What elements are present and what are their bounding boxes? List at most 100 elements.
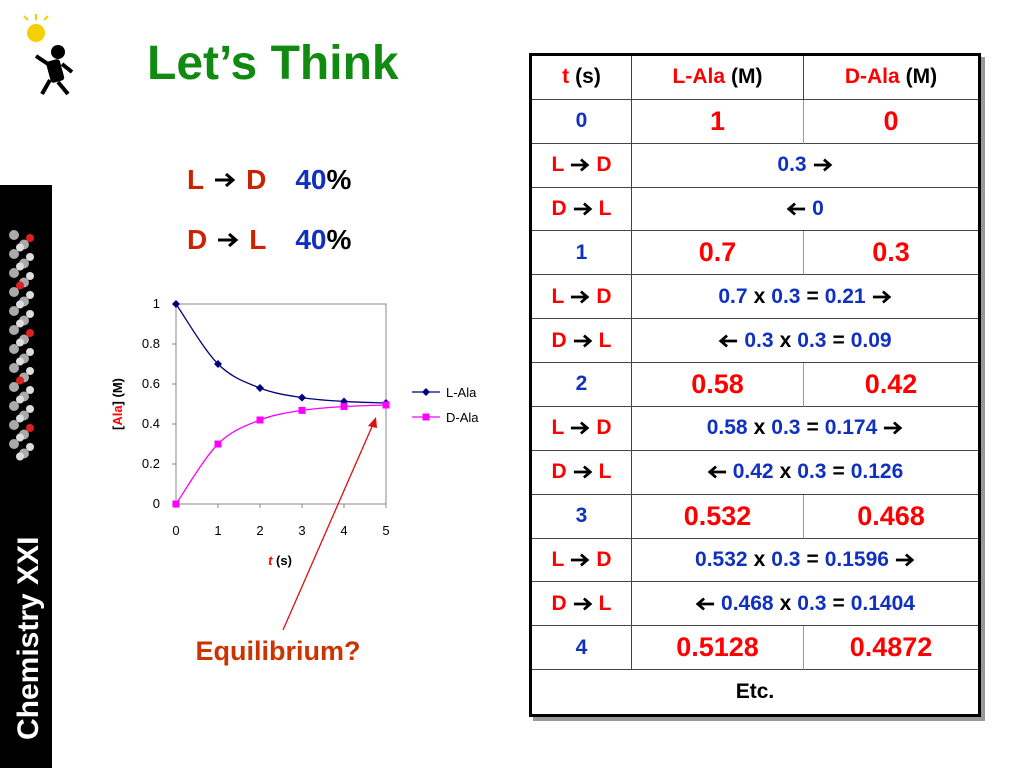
arrow-icon [215,172,236,188]
footer-cell: Etc. [532,670,978,714]
x-tick-label: 5 [382,523,389,538]
atom [16,262,24,271]
factor-a: 0.7 [718,284,748,308]
header-var: L-Ala [672,65,726,89]
arrow-icon [571,421,590,435]
from-label: L [551,547,565,571]
arrow-icon [884,421,903,435]
arrow-shape [573,334,593,348]
arrow-icon [571,158,590,172]
equals-sign: = [806,416,819,440]
time-value: 1 [575,240,588,264]
times-sign: x [779,591,792,615]
from-label: L [551,153,565,177]
y-tick-label: 0.6 [142,376,160,391]
factor-b: 0.3 [771,284,801,308]
arrow-shape [707,465,726,479]
y-tick-label: 1 [153,296,160,311]
arrow-icon [872,290,891,304]
result: 0.21 [824,284,866,308]
from-label: D [551,460,567,484]
header-unit: (M) [905,65,938,89]
marker [214,360,222,368]
header-cell: D-Ala (M) [804,56,978,100]
molecule-image [9,230,34,461]
to-label: L [598,591,612,615]
arrow-icon [895,553,915,567]
arrow-icon [571,553,590,567]
conversion-calc: 0.468 x 0.3 = 0.1404 [632,582,978,627]
factor-a: 0.42 [732,460,774,484]
equals-sign: = [806,547,819,571]
arrow-shape [571,553,590,567]
result: 0.174 [824,416,878,440]
to-label: D [596,284,612,308]
atom [16,395,24,404]
y-tick-label: 0 [153,496,160,511]
atom [9,401,19,411]
conversion-calc: 0.3 x 0.3 = 0.09 [632,319,978,364]
d-ala-value: 0.42 [864,368,918,399]
equals-sign: = [806,284,819,308]
x-tick-label: 0 [172,523,179,538]
arrow-icon [813,158,832,172]
atom [26,310,34,318]
rate-value: 40% [295,224,351,256]
factor-b: 0.3 [771,547,801,571]
l-ala-value: 0.58 [691,368,744,399]
atom [26,367,34,375]
atom [16,433,24,442]
times-sign: x [753,547,766,571]
atom [9,363,19,373]
x-tick-label: 1 [214,523,221,538]
header-cell: L-Ala (M) [632,56,804,100]
time-value: 4 [575,635,588,659]
rate-line: L D 40% [187,164,351,196]
atom [16,357,24,366]
y-label-open: [ [110,425,125,430]
data-table: t (s) L-Ala (M) D-Ala (M) 0 1 0 L D 0.3 D L 0 1 0.7 0.3 L D… [529,53,981,717]
arrow-icon [707,465,726,479]
l-ala-cell: 1 [632,99,804,144]
legend-label: D-Ala [446,410,479,425]
equals-sign: = [832,591,845,615]
factor-b: 0.3 [797,460,827,484]
y-label-var: Ala [110,405,125,426]
plot-area [175,303,387,505]
times-sign: x [753,284,766,308]
arrow-shape [786,202,806,216]
annotation: Equilibrium? [196,636,361,666]
marker [340,403,348,411]
factor-a: 0.58 [706,416,748,440]
d-ala-cell: 0.4872 [804,626,978,671]
arrow-shape [872,290,891,304]
atom [16,319,24,328]
l-ala-cell: 0.532 [632,494,804,539]
atom [16,414,24,423]
atom [26,253,34,261]
marker [256,416,264,424]
header-var: D-Ala [844,65,900,89]
atom [16,452,24,461]
factor-b: 0.3 [797,328,827,352]
x-label-unit: (s) [276,553,292,568]
arrow-icon [695,597,715,611]
from-label: D [551,328,567,352]
arrow-icon [571,290,590,304]
header-unit: (s) [575,65,601,89]
d-ala-cell: 0.3 [804,231,978,276]
annotation-arrowhead [368,417,377,428]
l-ala-value: 1 [709,105,726,136]
factor-b: 0.3 [797,591,827,615]
to-label: D [596,153,612,177]
rate-to: L [249,224,267,255]
arrow-icon [573,202,593,216]
legend-marker [422,413,430,421]
x-tick-label: 4 [340,523,347,538]
arrow-shape [695,597,715,611]
marker [172,300,180,308]
